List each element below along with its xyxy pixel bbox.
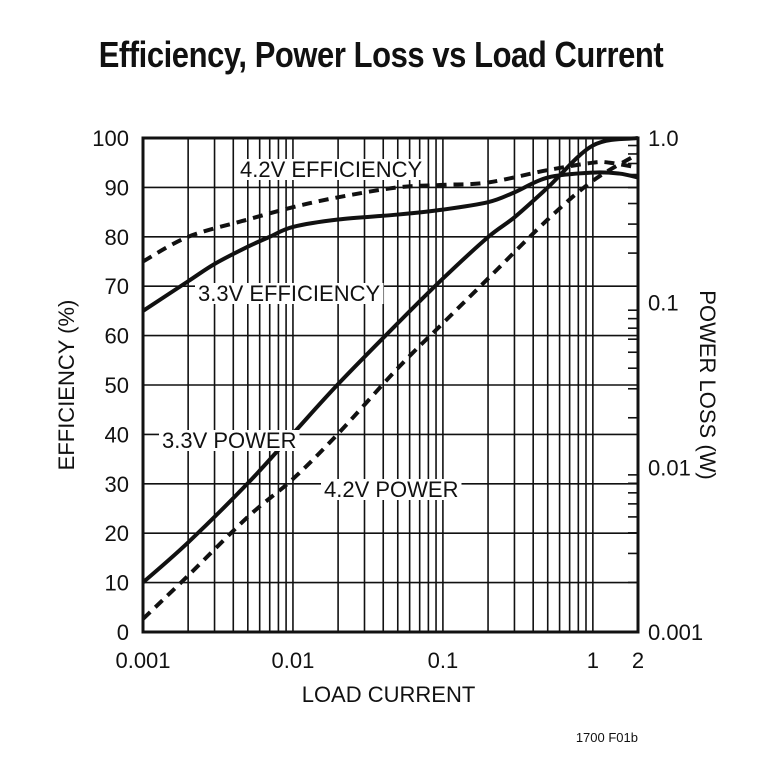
- x-tick-label: 0.1: [428, 648, 459, 673]
- figure-code: 1700 F01b: [576, 730, 638, 745]
- y2-tick-label: 0.1: [648, 291, 679, 316]
- curve-label: 3.3V POWER: [162, 428, 296, 453]
- y-tick-label: 90: [105, 175, 129, 200]
- curve-label: 4.2V POWER: [324, 477, 458, 502]
- y2-tick-label: 1.0: [648, 126, 679, 151]
- y-tick-label: 30: [105, 472, 129, 497]
- x-tick-label: 2: [632, 648, 644, 673]
- x-tick-label: 0.001: [115, 648, 170, 673]
- y2-axis-title: POWER LOSS (W): [695, 290, 720, 479]
- curve-label: 4.2V EFFICIENCY: [240, 157, 422, 182]
- x-axis-title: LOAD CURRENT: [302, 682, 476, 707]
- y-tick-label: 60: [105, 324, 129, 349]
- y-tick-label: 100: [92, 126, 129, 151]
- y-tick-label: 80: [105, 225, 129, 250]
- grid-lines: [143, 138, 638, 632]
- chart-title: Efficiency, Power Loss vs Load Current: [98, 34, 664, 75]
- y-tick-label: 20: [105, 521, 129, 546]
- y2-tick-label: 0.001: [648, 620, 703, 645]
- y-tick-label: 50: [105, 373, 129, 398]
- y-tick-label: 40: [105, 422, 129, 447]
- curve-labels: 4.2V EFFICIENCY 3.3V EFFICIENCY 3.3V POWER…: [159, 157, 462, 502]
- axes: 0 10 20 30 40 50 60 70 80 90 100 0.001 0.01 0.1 1.0 0.0…: [54, 126, 720, 745]
- 3-3v-efficiency-curve: [141, 170, 639, 313]
- y-tick-label: 70: [105, 274, 129, 299]
- x-tick-label: 1: [587, 648, 599, 673]
- 4-2v-efficiency-curve: [142, 159, 639, 264]
- y2-tick-label: 0.01: [648, 455, 691, 480]
- y-tick-label: 10: [105, 571, 129, 596]
- 4-2v-power-curve: [141, 152, 640, 621]
- x-tick-label: 0.01: [272, 648, 315, 673]
- y-tick-label: 0: [117, 620, 129, 645]
- data-curves: [141, 136, 640, 621]
- 3-3v-power-curve: [141, 136, 639, 584]
- curve-label: 3.3V EFFICIENCY: [198, 281, 380, 306]
- y-axis-title: EFFICIENCY (%): [54, 300, 79, 471]
